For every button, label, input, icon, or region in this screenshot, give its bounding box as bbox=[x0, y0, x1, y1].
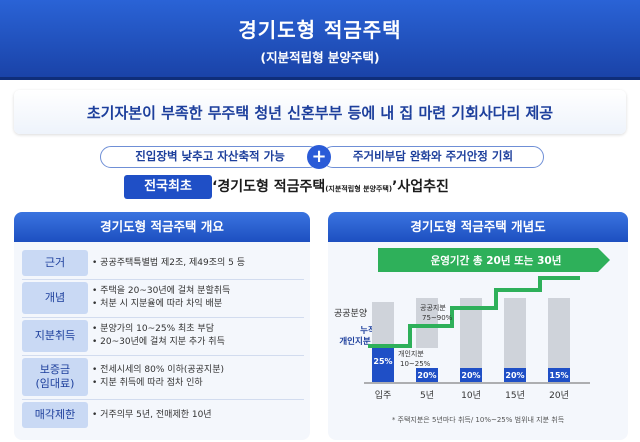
public-share-line-1: 공공지분 bbox=[420, 303, 446, 312]
period-arrow bbox=[378, 248, 610, 272]
promo-suffix: ’사업추진 bbox=[392, 179, 449, 195]
stair-value-0: 25% bbox=[373, 357, 392, 366]
row-line: • 분양가의 10~25% 최초 부담 bbox=[92, 324, 214, 334]
row-line: • 처분 시 지분율에 따라 차익 배분 bbox=[92, 299, 223, 309]
row-divider bbox=[22, 355, 304, 356]
benefit-pill-left: 진입장벽 낮추고 자산축적 가능 bbox=[100, 146, 320, 168]
public-share-line-2: 75~90% bbox=[422, 314, 453, 322]
first-in-nation-badge: 전국최초 bbox=[124, 175, 212, 199]
concept-title: 경기도형 적금주택 개념도 bbox=[328, 212, 628, 242]
headline-box bbox=[14, 90, 626, 134]
row-line: • 전세시세의 80% 이하(공공지분) bbox=[92, 365, 224, 375]
row-label-deposit: 보증금 (임대료) bbox=[22, 358, 88, 396]
row-label-basis: 근거 bbox=[22, 250, 88, 276]
row-content-concept: • 주택을 20~30년에 걸쳐 분할취득 • 처분 시 지분율에 따라 차익 … bbox=[92, 282, 302, 314]
cumulative-label-1: 누적 bbox=[360, 325, 376, 336]
row-content-basis: • 공공주택특별법 제2조, 제49조의 5 등 bbox=[92, 250, 302, 276]
step-line bbox=[368, 276, 580, 348]
row-divider bbox=[22, 399, 304, 400]
stair-value-2: 20% bbox=[461, 371, 480, 380]
bar-personal-2 bbox=[460, 368, 482, 382]
bar-personal-4 bbox=[548, 368, 570, 382]
bar-personal-3 bbox=[504, 368, 526, 382]
cumulative-label-2: 개인지분 bbox=[339, 336, 370, 347]
row-line: • 거주의무 5년, 전매제한 10년 bbox=[92, 409, 212, 420]
x-label-0: 입주 bbox=[375, 389, 392, 401]
row-divider bbox=[22, 317, 304, 318]
x-label-3: 15년 bbox=[505, 390, 525, 401]
x-label-2: 10년 bbox=[461, 390, 481, 401]
x-label-1: 5년 bbox=[420, 390, 434, 401]
bar-personal-1 bbox=[416, 368, 438, 382]
row-content-sale-limit: • 거주의무 5년, 전매제한 10년 bbox=[92, 402, 302, 428]
row-line: • 공공주택특별법 제2조, 제49조의 5 등 bbox=[92, 257, 246, 268]
row-divider bbox=[22, 279, 304, 280]
stair-value-3: 20% bbox=[505, 371, 524, 380]
headline-text: 초기자본이 부족한 무주택 청년 신혼부부 등에 내 집 마련 기회사다리 제공 bbox=[86, 104, 554, 122]
plus-icon: + bbox=[307, 145, 331, 169]
benefit-pill-right: 주거비부담 완화와 주거안정 기회 bbox=[322, 146, 544, 168]
x-label-4: 20년 bbox=[549, 390, 569, 401]
row-label-sale-limit: 매각제한 bbox=[22, 402, 88, 428]
row-content-acquisition: • 분양가의 10~25% 최초 부담 • 20~30년에 걸쳐 지분 추가 취… bbox=[92, 320, 302, 352]
promo-prefix: ‘경기도형 적금주택 bbox=[212, 179, 326, 195]
row-label-concept: 개념 bbox=[22, 282, 88, 314]
row-content-deposit: • 전세시세의 80% 이하(공공지분) • 지분 취득에 따라 점차 인하 bbox=[92, 358, 302, 396]
period-arrow-label: 운영기간 총 20년 또는 30년 bbox=[431, 254, 562, 267]
row-line: • 20~30년에 걸쳐 지분 추가 취득 bbox=[92, 337, 225, 347]
row-line: • 지분 취득에 따라 점차 인하 bbox=[92, 378, 203, 388]
promo-text: ‘경기도형 적금주택(지분적립형 분양주택)’사업추진 bbox=[212, 176, 449, 196]
concept-diagram: 운영기간 총 20년 또는 30년 공공분양 누적 개인지분 공공지분 75~9… bbox=[334, 248, 610, 424]
row-line: • 주택을 20~30년에 걸쳐 분할취득 bbox=[92, 286, 231, 296]
bar-public-2 bbox=[460, 298, 482, 368]
overview-title: 경기도형 적금주택 개요 bbox=[14, 212, 310, 242]
page-title: 경기도형 적금주택 bbox=[238, 18, 402, 42]
bar-public-1 bbox=[416, 298, 438, 348]
promo-small: (지분적립형 분양주택) bbox=[325, 185, 393, 193]
page-subtitle: (지분적립형 분양주택) bbox=[260, 50, 380, 65]
bar-personal-0 bbox=[372, 346, 394, 382]
personal-share-line-1: 개인지분 bbox=[398, 349, 424, 358]
public-sale-label: 공공분양 bbox=[334, 308, 367, 319]
title-banner bbox=[0, 0, 640, 80]
concept-footnote: * 주택지분은 5년마다 취득/ 10%~25% 범위내 지분 취득 bbox=[392, 415, 565, 424]
stair-value-4: 15% bbox=[549, 371, 568, 380]
bar-public-3 bbox=[504, 298, 526, 368]
personal-share-line-2: 10~25% bbox=[400, 360, 431, 368]
stair-value-1: 20% bbox=[417, 371, 436, 380]
row-label-acquisition: 지분취득 bbox=[22, 320, 88, 352]
bar-public-4 bbox=[548, 298, 570, 368]
